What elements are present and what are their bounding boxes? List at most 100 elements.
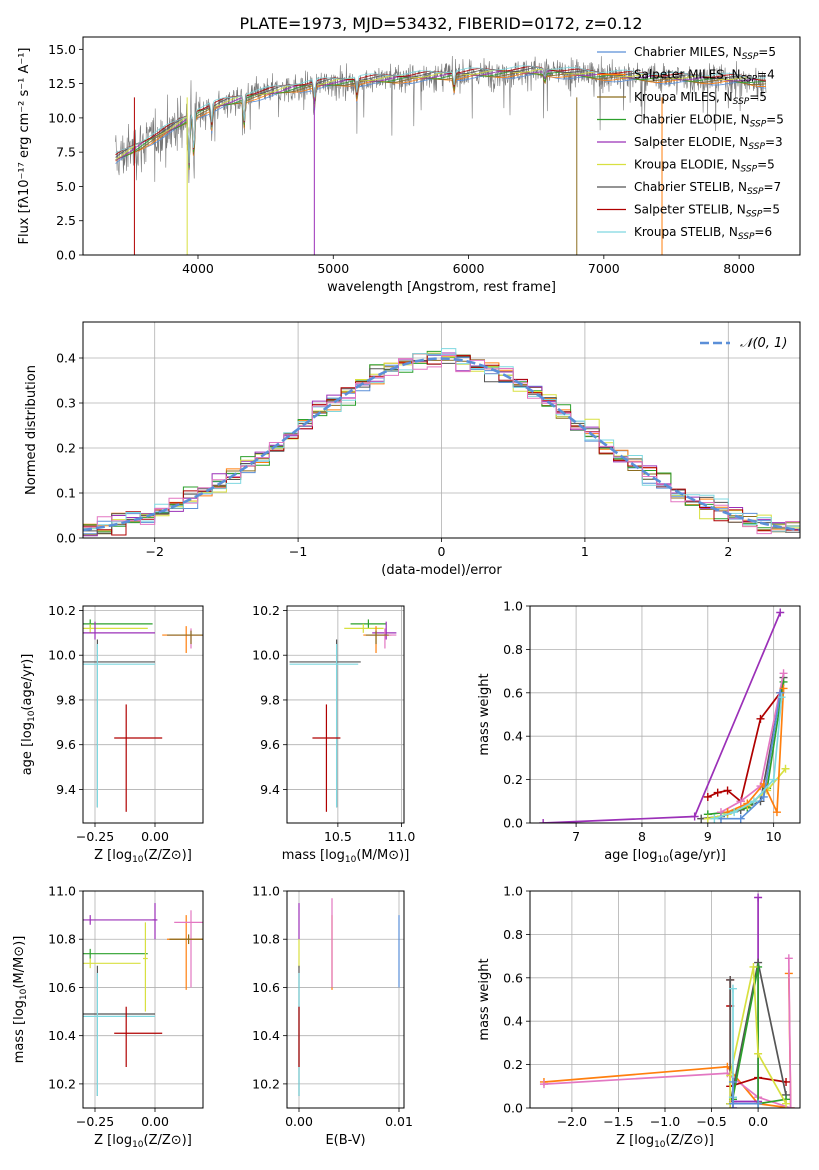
plot-area — [298, 898, 400, 1096]
data-point — [726, 975, 735, 984]
y-tick-label: 9.4 — [56, 782, 76, 797]
x-axis-label: (data-model)/error — [381, 563, 502, 578]
y-tick-label: 15.0 — [48, 42, 76, 57]
errorbar-point — [143, 922, 148, 1012]
x-tick-label: 0.01 — [385, 1114, 413, 1129]
legend-entry: Kroupa STELIB, NSSP=6 — [634, 225, 772, 242]
series-line — [721, 692, 782, 820]
legend-entry: Chabrier MILES, NSSP=5 — [634, 45, 776, 62]
series — [710, 693, 786, 823]
errorbar-point — [289, 644, 359, 808]
label-tail: =6 — [754, 225, 772, 239]
label-sub: SSP — [741, 75, 758, 85]
errorbar-point — [114, 704, 163, 812]
data-point — [779, 669, 788, 678]
series — [716, 688, 785, 823]
data-point — [736, 797, 745, 806]
errorbar-point — [167, 630, 203, 645]
label-main: Salpeter MILES, N — [634, 68, 741, 82]
label-sub: 10 — [345, 855, 357, 865]
x-axis-label: wavelength [Angstrom, rest frame] — [327, 280, 556, 295]
y-axis-label: mass [log10(M/M⊙)] — [12, 936, 29, 1064]
y-axis-label: age [log10(age/yr)] — [20, 654, 37, 776]
data-point — [690, 812, 699, 821]
y-tick-label: 10.8 — [252, 932, 280, 947]
data-point — [776, 608, 785, 617]
histogram-series — [83, 355, 800, 535]
legend-entry: Kroupa ELODIE, NSSP=5 — [634, 158, 775, 175]
chart-mass-weight-vs-z: −2.0 −1.5 −1.0 −0.5 0.0 0.0 0.2 0.4 0.6 0.8 1.0 Z [… — [477, 884, 801, 1150]
y-tick-label: 10.2 — [252, 603, 280, 618]
y-axis-label: mass weight — [477, 958, 492, 1040]
label-sub: SSP — [747, 187, 764, 197]
data-point — [749, 962, 758, 971]
y-tick-label: 5.0 — [56, 179, 76, 194]
x-tick-label: 7 — [572, 829, 580, 844]
errorbar-point — [365, 630, 389, 645]
label-tail: =3 — [765, 135, 783, 149]
x-tick-label: −1.0 — [650, 1114, 680, 1129]
legend: 𝒩(0, 1) — [700, 336, 787, 351]
figure-title: PLATE=1973, MJD=53432, FIBERID=0172, z=0… — [239, 14, 642, 33]
histogram-series — [83, 348, 800, 532]
chart-layer: 4000 5000 6000 7000 80000.02.55.07.510.012.5… — [12, 36, 801, 1150]
x-axis-label: age [log10(age/yr)] — [604, 848, 726, 865]
axes-frame — [286, 890, 405, 1109]
label-sub: SSP — [748, 142, 765, 152]
x-tick-label: −1.5 — [603, 1114, 633, 1129]
label-sub: SSP — [738, 232, 755, 242]
errorbar-point — [83, 644, 155, 808]
label-tail: =7 — [764, 180, 782, 194]
label-tail: =5 — [757, 158, 775, 172]
label-sub: SSP — [742, 52, 759, 62]
label-main: Kroupa ELODIE, N — [634, 158, 741, 172]
data-point — [754, 1049, 763, 1058]
label-tail: (M/M⊙)] — [356, 848, 409, 863]
y-tick-label: 10.2 — [48, 603, 76, 618]
y-tick-label: 0.0 — [503, 1101, 523, 1116]
x-tick-label: −2 — [145, 544, 163, 559]
data-point — [710, 814, 719, 823]
errorbar-point — [152, 903, 158, 940]
label-sub: 10 — [132, 855, 144, 865]
errorbar-point — [312, 704, 341, 812]
gridlines — [287, 606, 404, 823]
series-line — [720, 673, 785, 813]
x-tick-label: 5000 — [317, 261, 349, 276]
x-tick-label: 0.0 — [748, 1114, 768, 1129]
errorbar-point — [83, 623, 148, 633]
legend-entry: Salpeter STELIB, NSSP=5 — [634, 203, 780, 220]
x-tick-label: 0.00 — [285, 1114, 313, 1129]
label-main: Kroupa STELIB, N — [634, 225, 738, 239]
axes-frame — [82, 605, 204, 824]
data-point — [754, 893, 763, 902]
data-point — [736, 814, 745, 823]
data-point — [772, 808, 781, 817]
x-tick-label: 10.5 — [324, 829, 352, 844]
chart-age-vs-z: −0.25 0.009.49.69.810.010.2Z [log10(Z/Z⊙)… — [20, 603, 204, 865]
data-point — [539, 819, 548, 823]
y-tick-label: 10.8 — [48, 932, 76, 947]
x-axis-label: Z [log10(Z/Z⊙)] — [94, 848, 192, 865]
series — [539, 608, 785, 823]
data-point — [728, 1077, 737, 1086]
plot-area — [115, 55, 767, 255]
y-tick-label: 10.2 — [252, 1076, 280, 1091]
data-point — [756, 714, 765, 723]
y-tick-label: 9.6 — [260, 737, 280, 752]
data-point — [786, 1104, 795, 1108]
label-main: Z [log — [94, 1133, 132, 1148]
legend-entry: Chabrier ELODIE, NSSP=5 — [634, 113, 784, 130]
y-tick-label: 10.6 — [48, 980, 76, 995]
chart-spectrum: 4000 5000 6000 7000 8000 0.0 2.5 5.0 7.5 10.0 12.5… — [17, 36, 801, 295]
label-tail: (Z/Z⊙)] — [144, 1133, 192, 1148]
label-main: Chabrier ELODIE, N — [634, 113, 750, 127]
axes: 0.00 0.01 10.2 10.4 10.6 10.8 11.0 E(B-V) — [252, 884, 413, 1149]
y-tick-label: 2.5 — [56, 213, 76, 228]
label-sub: 10 — [27, 710, 37, 722]
series-line — [707, 692, 781, 803]
errorbar-point — [83, 621, 155, 640]
y-tick-label: 9.6 — [56, 737, 76, 752]
